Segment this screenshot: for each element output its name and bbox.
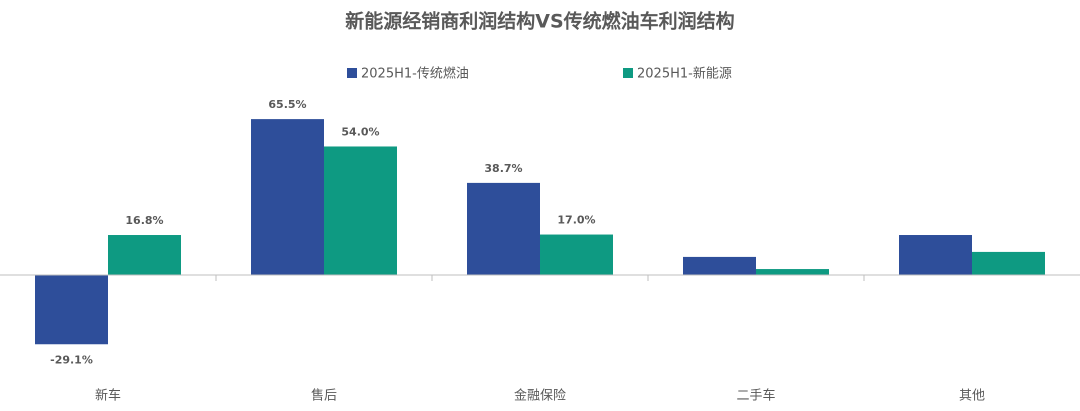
bar	[972, 251, 1045, 275]
bar	[683, 256, 756, 275]
legend-swatch	[347, 68, 357, 78]
chart-title: 新能源经销商利润结构VS传统燃油车利润结构	[345, 10, 734, 33]
legend-label: 2025H1-传统燃油	[361, 66, 469, 82]
x-tick-label: 二手车	[736, 388, 775, 404]
bar	[540, 234, 613, 275]
value-label: 17.0%	[557, 214, 595, 227]
bar	[108, 235, 181, 275]
bar	[756, 269, 829, 275]
bar	[251, 119, 324, 275]
bar	[899, 235, 972, 275]
bar	[467, 182, 540, 275]
x-tick-label: 新车	[95, 388, 121, 404]
value-label: 16.8%	[125, 214, 163, 227]
legend-label: 2025H1-新能源	[637, 66, 732, 82]
value-label: 54.0%	[341, 125, 379, 138]
value-label: 65.5%	[268, 98, 306, 111]
x-tick-label: 售后	[311, 388, 337, 404]
x-tick-label: 其他	[959, 389, 985, 404]
legend-swatch	[623, 68, 633, 78]
bar	[324, 146, 397, 275]
value-label: -29.1%	[50, 353, 93, 366]
bar	[35, 275, 108, 345]
value-label: 38.7%	[484, 162, 522, 175]
x-tick-label: 金融保险	[514, 388, 566, 404]
